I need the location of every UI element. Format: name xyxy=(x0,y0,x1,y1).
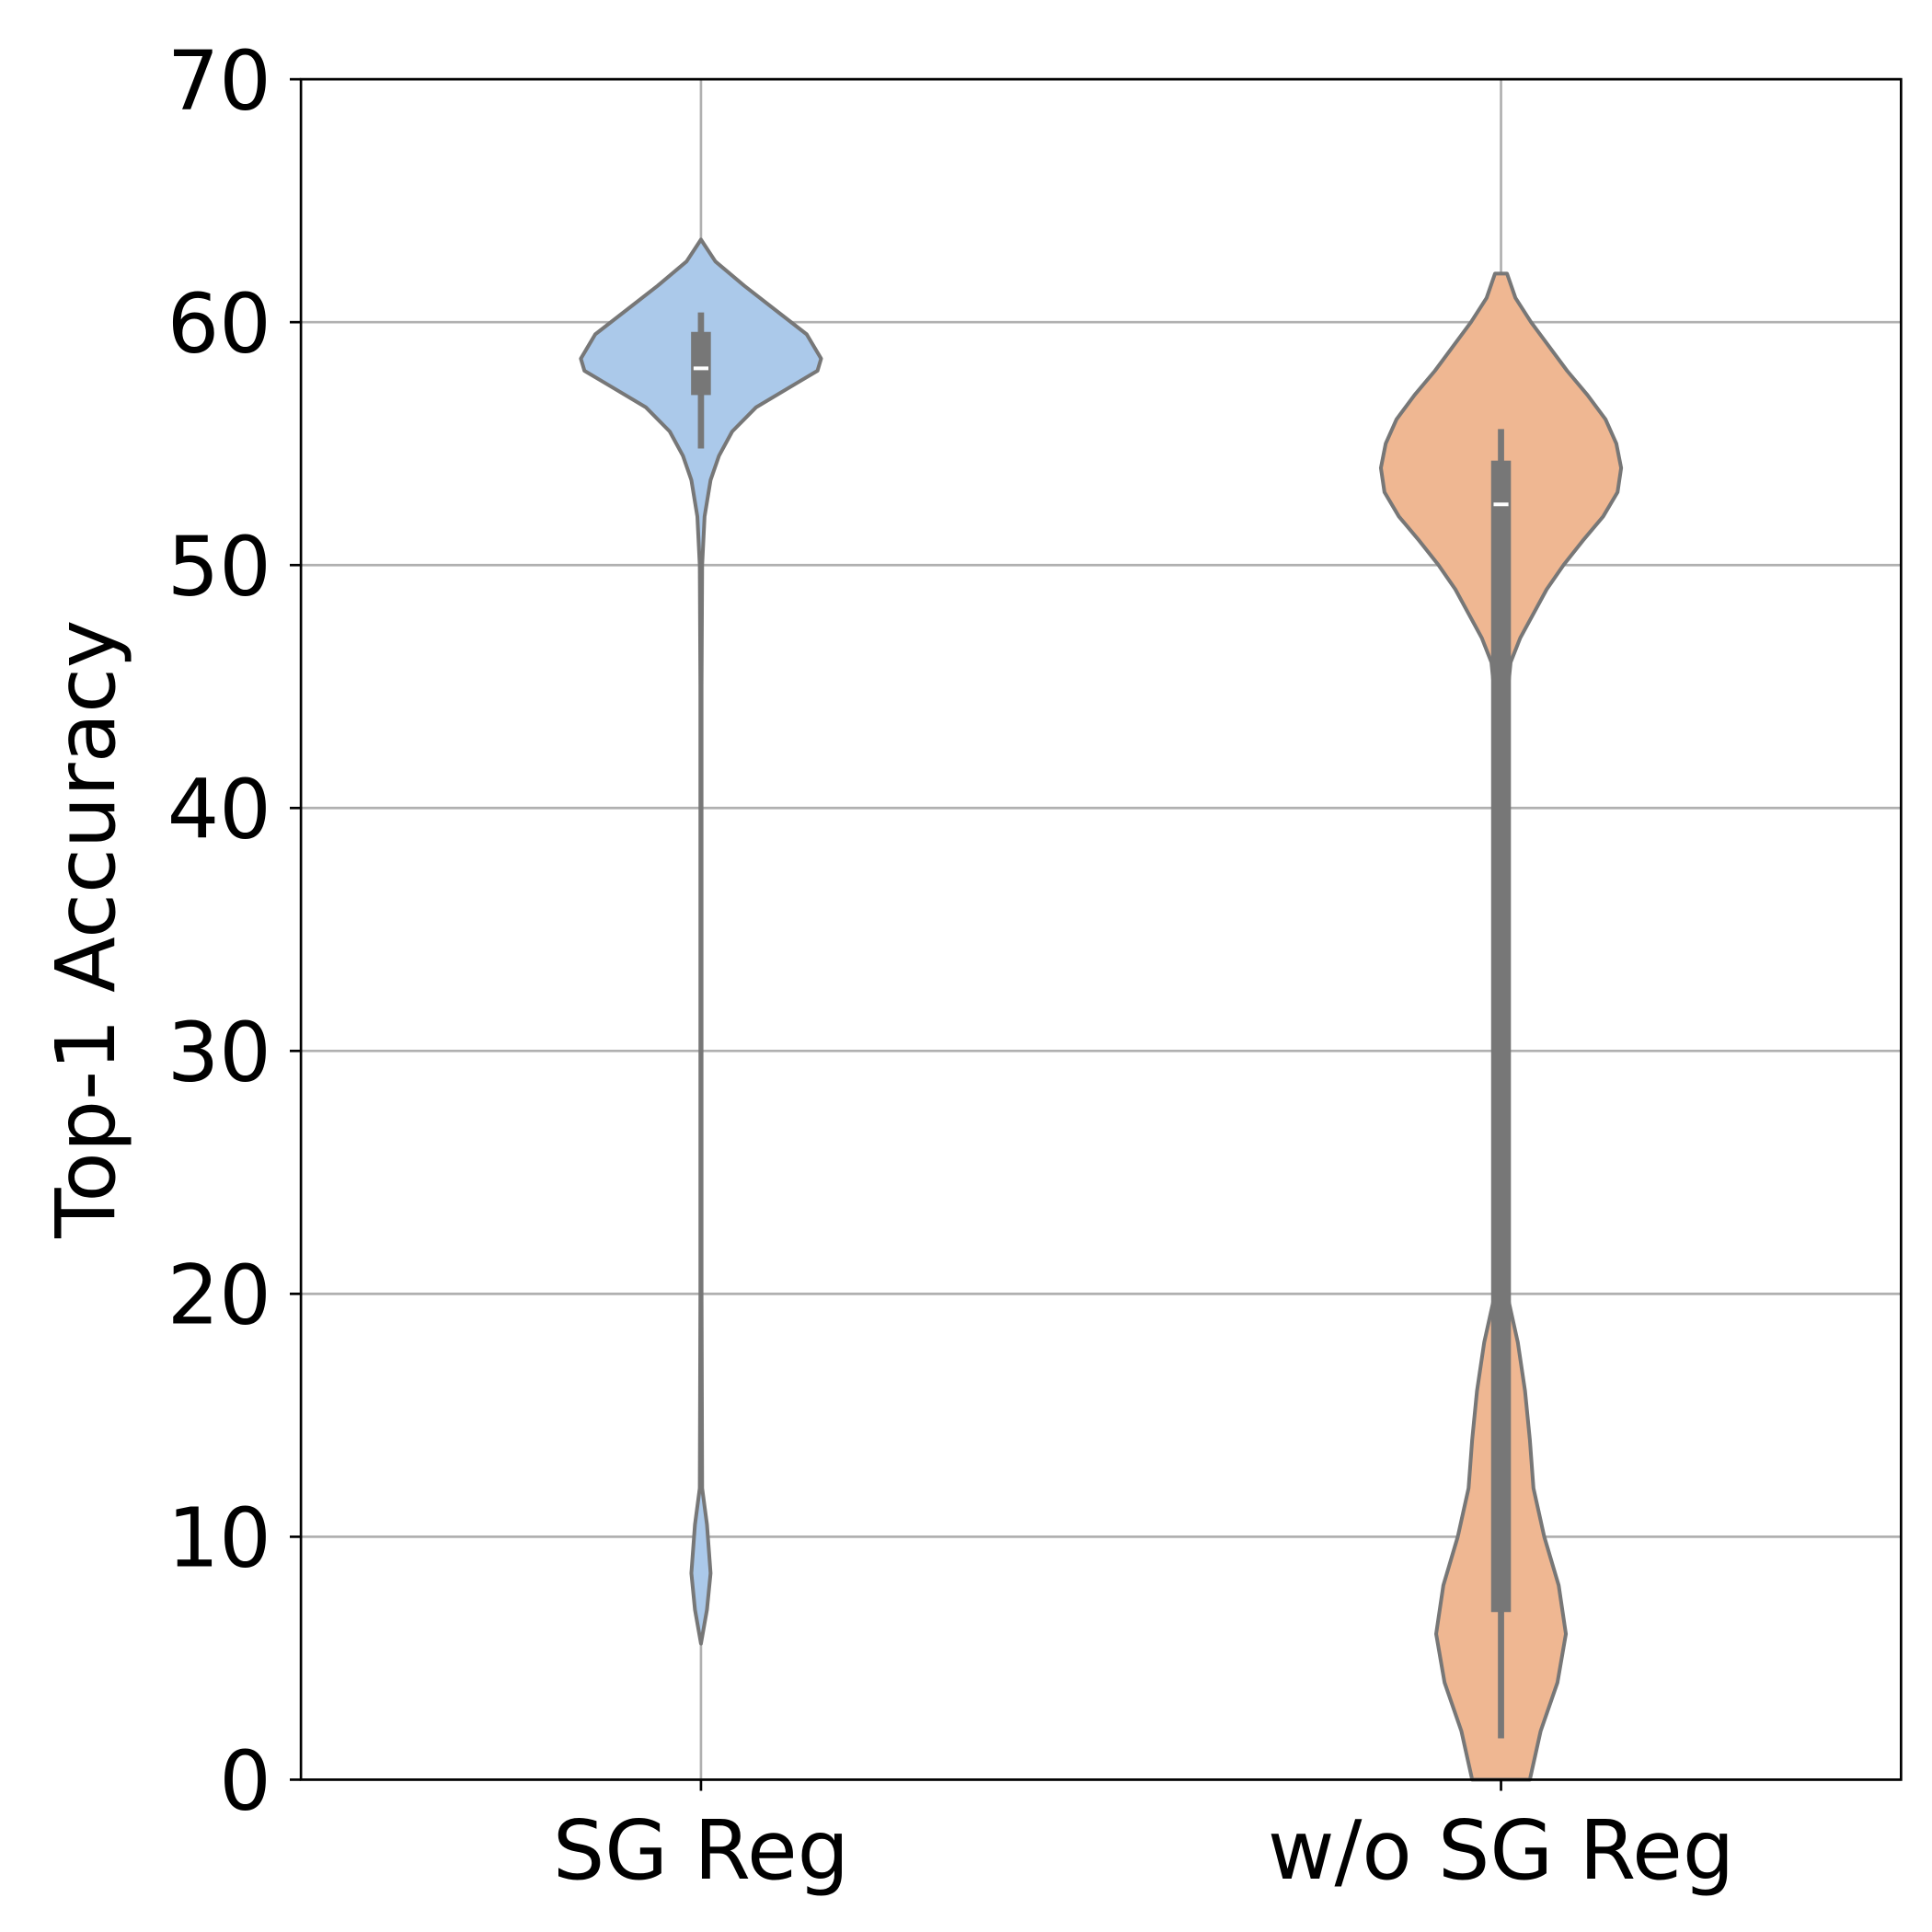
y-tick-label: 60 xyxy=(167,277,271,372)
x-axis: SG Reg w/o SG Reg xyxy=(553,1779,1734,1898)
x-tick-label: SG Reg xyxy=(553,1803,849,1898)
violin-body xyxy=(579,237,823,1646)
y-tick-label: 50 xyxy=(167,520,271,615)
y-axis-label: Top-1 Accuracy xyxy=(39,619,133,1238)
plot-frame xyxy=(299,77,1903,1781)
violin-iqr-box xyxy=(1490,460,1512,1613)
grid xyxy=(301,77,1902,1781)
y-axis: 0 10 20 30 40 50 60 70 xyxy=(167,33,302,1829)
violins xyxy=(579,237,1624,1782)
y-tick-label: 0 xyxy=(219,1734,271,1829)
y-tick-label: 40 xyxy=(167,763,271,857)
y-tick-label: 30 xyxy=(167,1006,271,1100)
y-tick-label: 10 xyxy=(167,1491,271,1586)
x-tick-label: w/o SG Reg xyxy=(1268,1803,1734,1898)
y-tick-label: 20 xyxy=(167,1248,271,1343)
y-tick-label: 70 xyxy=(167,33,271,128)
violin-iqr-box xyxy=(691,331,711,396)
